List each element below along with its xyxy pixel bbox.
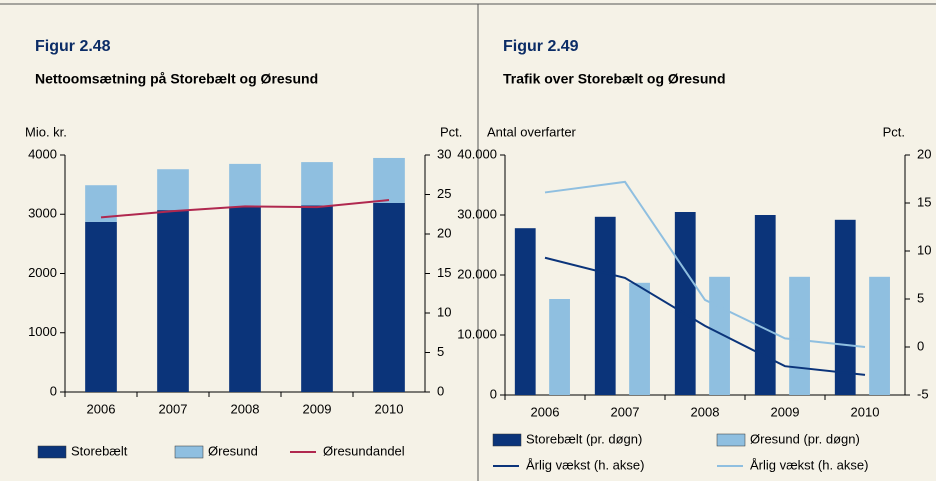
- y2-tick-label: 20: [917, 146, 931, 161]
- x-tick-label: 2006: [531, 404, 560, 419]
- y-tick-label: 40.000: [457, 146, 497, 161]
- x-tick-label: 2009: [771, 404, 800, 419]
- bar: [229, 163, 261, 208]
- y2-axis-label: Pct.: [440, 124, 462, 139]
- bar: [229, 207, 261, 392]
- bar: [157, 210, 189, 392]
- y-tick-label: 2000: [28, 265, 57, 280]
- bar: [869, 276, 890, 395]
- y2-tick-label: 15: [917, 194, 931, 209]
- bar: [709, 276, 730, 395]
- y-tick-label: 0: [50, 383, 57, 398]
- bar: [594, 216, 616, 395]
- y2-tick-label: 30: [437, 146, 451, 161]
- x-tick-label: 2007: [611, 404, 640, 419]
- y2-tick-label: 15: [437, 265, 451, 280]
- chart-subtitle: Nettoomsætning på Storebælt og Øresund: [35, 71, 318, 87]
- y-tick-label: 1000: [28, 324, 57, 339]
- y2-tick-label: 5: [917, 290, 924, 305]
- x-tick-label: 2008: [691, 404, 720, 419]
- bar: [301, 205, 333, 392]
- y-tick-label: 4000: [28, 146, 57, 161]
- x-tick-label: 2009: [303, 401, 332, 416]
- bar: [157, 169, 189, 211]
- y2-tick-label: 0: [917, 338, 924, 353]
- y2-axis-label: Pct.: [883, 124, 905, 139]
- y-axis-label: Mio. kr.: [25, 124, 67, 139]
- legend-label: Øresundandel: [323, 443, 405, 458]
- bar: [301, 162, 333, 206]
- x-tick-label: 2007: [159, 401, 188, 416]
- x-tick-label: 2010: [851, 404, 880, 419]
- y2-tick-label: 20: [437, 225, 451, 240]
- bar: [373, 157, 405, 203]
- bar: [834, 219, 856, 395]
- y2-tick-label: 0: [437, 383, 444, 398]
- legend-label: Storebælt (pr. døgn): [526, 431, 642, 446]
- bar: [789, 276, 810, 395]
- bar: [754, 215, 776, 395]
- bar: [674, 212, 696, 395]
- chart-title: Figur 2.48: [35, 38, 111, 55]
- chart-title: Figur 2.49: [503, 38, 579, 55]
- legend-label: Øresund: [208, 443, 258, 458]
- x-tick-label: 2010: [375, 401, 404, 416]
- x-tick-label: 2008: [231, 401, 260, 416]
- y-tick-label: 3000: [28, 206, 57, 221]
- legend-swatch: [716, 433, 746, 447]
- line: [544, 256, 866, 376]
- legend-label: Storebælt: [71, 443, 128, 458]
- chart-subtitle: Trafik over Storebælt og Øresund: [503, 71, 726, 87]
- line: [544, 180, 866, 348]
- y2-tick-label: 10: [917, 242, 931, 257]
- y2-tick-label: -5: [917, 386, 929, 401]
- y-axis-label: Antal overfarter: [487, 124, 577, 139]
- bar: [373, 202, 405, 392]
- legend-label: Øresund (pr. døgn): [750, 431, 860, 446]
- x-tick-label: 2006: [87, 401, 116, 416]
- bar: [85, 221, 117, 392]
- legend-label: Årlig vækst (h. akse): [526, 457, 644, 472]
- line: [100, 199, 390, 219]
- legend-swatch: [37, 445, 67, 459]
- y2-tick-label: 25: [437, 186, 451, 201]
- y2-tick-label: 5: [437, 344, 444, 359]
- y-tick-label: 20.000: [457, 266, 497, 281]
- legend-label: Årlig vækst (h. akse): [750, 457, 868, 472]
- bar: [629, 282, 650, 395]
- bar: [549, 299, 570, 395]
- y-tick-label: 10.000: [457, 326, 497, 341]
- legend-swatch: [492, 433, 522, 447]
- y-tick-label: 30.000: [457, 206, 497, 221]
- y-tick-label: 0: [490, 386, 497, 401]
- y2-tick-label: 10: [437, 304, 451, 319]
- legend-swatch: [174, 445, 204, 459]
- bar: [514, 228, 536, 395]
